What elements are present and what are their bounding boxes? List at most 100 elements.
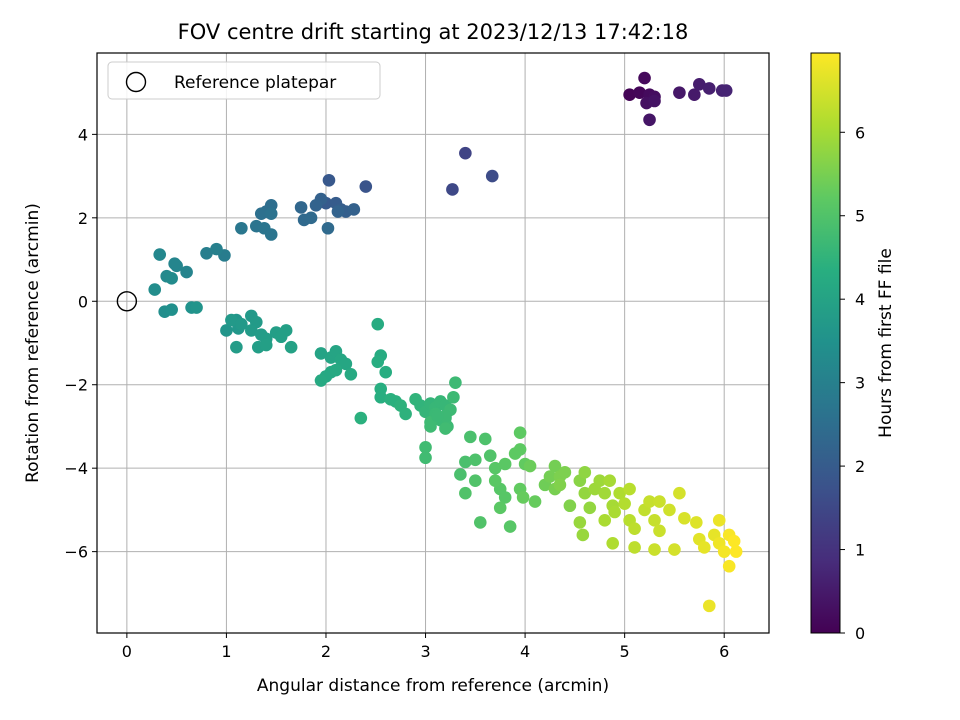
data-point [488,474,502,487]
data-point [648,543,661,556]
data-point [220,324,233,337]
data-point [245,324,258,337]
data-point [235,221,248,235]
y-tick-label: −6 [64,543,88,562]
data-point [294,201,308,214]
colorbar-tick-label: 2 [855,457,865,476]
data-point [516,491,530,504]
data-point [528,495,542,508]
data-point [576,528,590,542]
data-point [473,516,487,529]
data-point [459,146,472,160]
x-tick-label: 2 [321,642,331,661]
data-point [673,486,686,500]
data-point [598,486,612,500]
data-point [673,86,686,99]
y-tick-label: 4 [78,125,88,144]
data-points [116,71,743,613]
legend-box [107,61,381,100]
colorbar-tick-label: 0 [855,624,865,643]
data-point [593,474,607,487]
data-point [663,503,676,517]
data-point [264,228,278,241]
x-tick-label: 0 [122,642,132,661]
data-point [459,455,472,469]
data-point [235,317,248,331]
data-point [578,466,592,479]
data-point [573,516,587,529]
data-point [729,545,743,558]
data-point [165,303,178,316]
data-point [702,599,716,613]
data-point [180,265,193,279]
data-point [314,347,328,360]
data-point [503,520,517,533]
data-point [603,474,617,487]
data-point [543,470,557,483]
data-point [259,338,273,352]
data-point [322,173,336,187]
y-tick-label: −4 [64,459,88,478]
x-tick-label: 5 [620,642,630,661]
data-point [225,313,238,327]
data-point [371,355,385,369]
data-point [598,514,612,527]
data-point [628,541,641,554]
reference-point-marker [116,291,138,312]
data-point [653,495,666,508]
data-point [399,407,412,421]
data-point [623,482,636,496]
data-point [344,367,358,381]
data-point [431,409,444,423]
data-point [264,207,278,220]
data-point [447,390,460,404]
data-point [618,497,631,510]
legend: Reference platepar [107,61,381,100]
data-point [608,505,621,519]
data-point [513,426,527,440]
legend-reference-marker [125,71,147,93]
data-point [478,432,492,446]
data-point [563,499,577,513]
x-axis: 0 1 2 3 4 5 6 [122,633,729,661]
data-point [459,486,472,500]
data-point [498,491,512,504]
data-point [148,283,162,296]
data-point [454,468,467,481]
x-axis-label: Angular distance from reference (arcmin) [257,676,609,696]
data-point [371,317,385,331]
data-point [446,183,459,196]
data-point [379,365,393,379]
x-tick-label: 4 [520,642,530,661]
data-point [200,246,213,260]
data-point [168,257,181,271]
data-point [712,514,726,527]
grid [97,53,769,633]
y-tick-label: 2 [78,209,88,228]
data-point [719,84,733,97]
y-axis: −6 −4 −2 0 2 4 [64,125,97,562]
y-axis-label: Rotation from reference (arcmin) [23,203,43,483]
data-point [153,248,167,261]
data-point [304,211,318,225]
data-point [488,461,502,475]
x-tick-label: 6 [719,642,729,661]
data-point [722,559,736,573]
data-point [449,376,462,389]
data-point [284,340,298,354]
data-point [339,357,353,371]
data-point [633,86,646,99]
colorbar-tick-label: 4 [855,290,865,309]
data-point [314,374,328,387]
data-point [439,422,452,435]
data-point [374,390,388,404]
data-point [558,466,572,479]
colorbar-tick-label: 1 [855,541,865,560]
data-point [727,534,741,548]
y-tick-label: 0 [78,292,88,311]
data-point [523,459,537,473]
data-point [702,82,716,95]
data-point [693,77,706,91]
data-point [165,272,178,285]
